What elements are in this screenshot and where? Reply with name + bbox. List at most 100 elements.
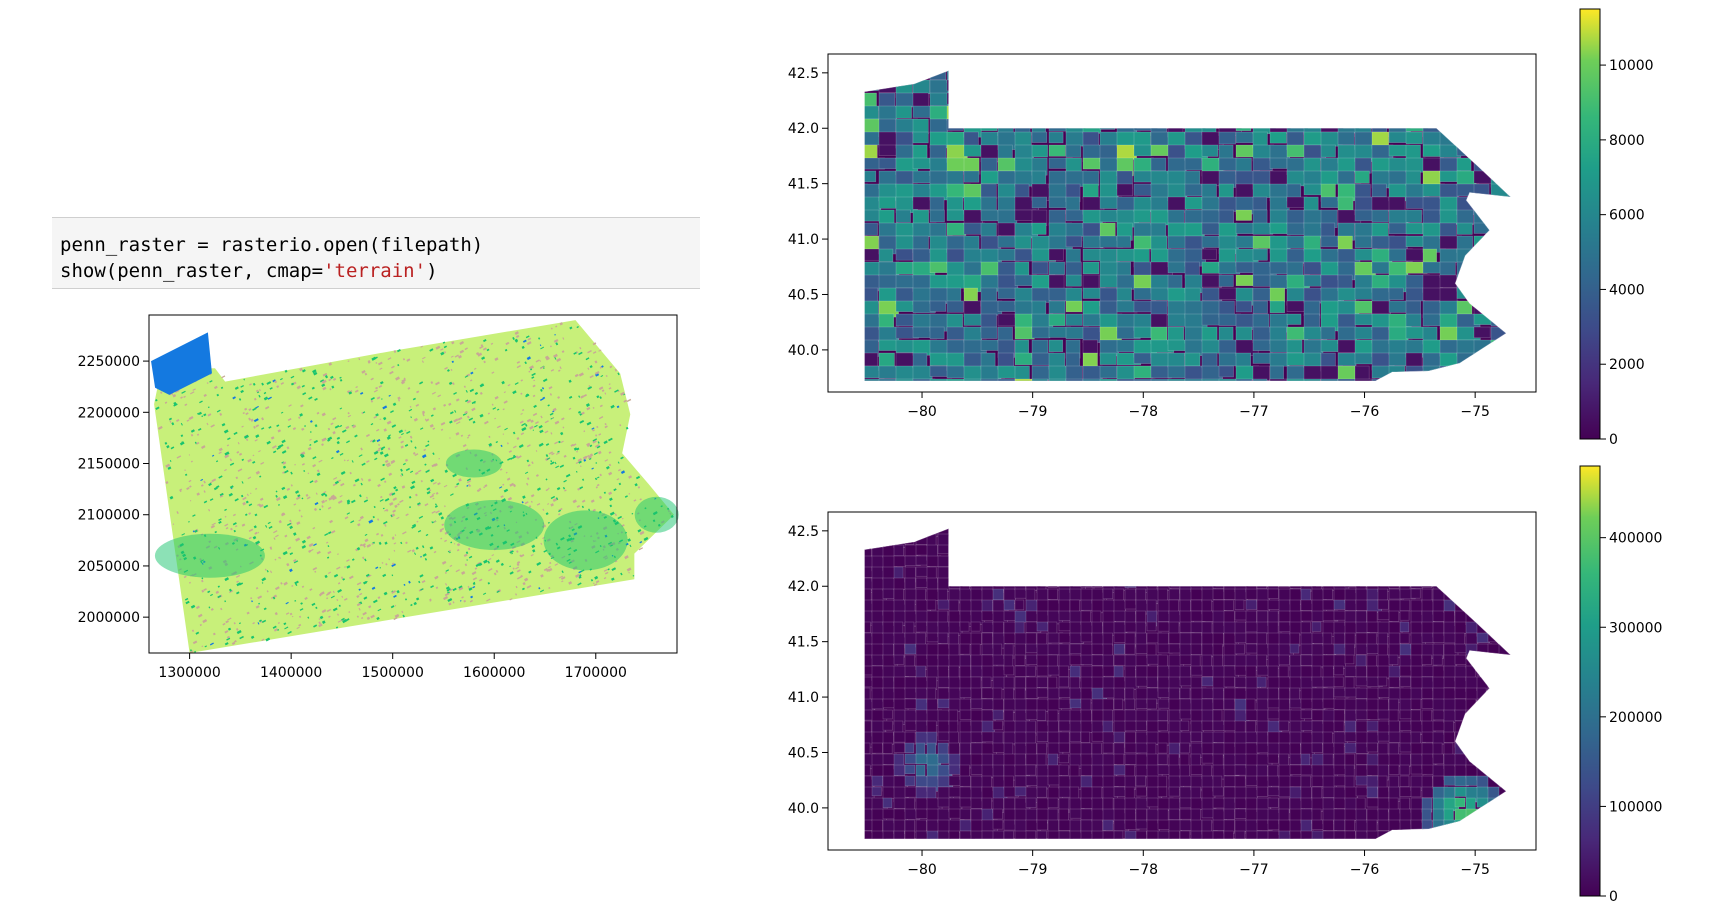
region-cell bbox=[1490, 92, 1511, 108]
region-cell bbox=[1047, 555, 1059, 566]
raster-cell bbox=[385, 563, 388, 566]
raster-cell bbox=[393, 486, 397, 490]
raster-cell bbox=[398, 399, 401, 402]
raster-cell bbox=[558, 369, 561, 372]
region-cell bbox=[1058, 643, 1070, 656]
region-cell bbox=[1223, 654, 1236, 667]
colorbar-tick-label: 300000 bbox=[1609, 620, 1662, 636]
lowland-region bbox=[543, 510, 628, 571]
raster-cell bbox=[373, 505, 376, 509]
raster-cell bbox=[426, 491, 431, 495]
raster-cell bbox=[265, 525, 268, 528]
region-cell bbox=[1378, 842, 1392, 853]
region-cell bbox=[1218, 274, 1234, 287]
region-cell bbox=[971, 842, 983, 853]
raster-cell bbox=[383, 520, 388, 525]
region-cell bbox=[948, 528, 964, 535]
region-cell bbox=[1509, 632, 1511, 648]
region-cell bbox=[980, 196, 997, 213]
raster-cell bbox=[331, 496, 337, 501]
raster-cell bbox=[388, 394, 391, 397]
raster-cell bbox=[356, 615, 359, 618]
raster-cell bbox=[335, 449, 340, 454]
raster-cell bbox=[330, 375, 334, 380]
region-cell bbox=[1269, 105, 1294, 122]
region-cell bbox=[1124, 555, 1138, 566]
region-cell bbox=[1354, 105, 1378, 123]
raster-cell bbox=[472, 577, 478, 581]
colorbar-tick-label: 0 bbox=[1609, 432, 1618, 448]
raster-cell bbox=[375, 413, 379, 417]
region-cell bbox=[828, 567, 837, 578]
region-cell bbox=[1099, 261, 1120, 276]
region-cell bbox=[1498, 687, 1511, 702]
raster-cell bbox=[391, 365, 395, 369]
region-cell bbox=[1048, 378, 1073, 381]
region-cell bbox=[1091, 544, 1107, 561]
region-cell bbox=[1367, 842, 1376, 856]
code-cell[interactable]: penn_raster = rasterio.open(filepath) sh… bbox=[52, 217, 700, 289]
raster-cell bbox=[235, 628, 239, 631]
raster-cell bbox=[599, 366, 603, 369]
raster-cell bbox=[432, 497, 435, 500]
region-cell bbox=[1476, 555, 1487, 572]
region-cell bbox=[839, 798, 851, 813]
raster-cell bbox=[280, 582, 283, 585]
region-cell bbox=[1150, 144, 1171, 157]
raster-cell bbox=[255, 586, 259, 590]
region-cell bbox=[1150, 79, 1172, 99]
region-cell bbox=[1234, 533, 1246, 549]
state-outline bbox=[864, 70, 1512, 382]
raster-cell bbox=[191, 629, 195, 633]
region-cell bbox=[1456, 170, 1477, 186]
region-cell bbox=[926, 786, 937, 800]
region-cell bbox=[845, 353, 863, 365]
raster-cell bbox=[495, 569, 499, 573]
region-cell bbox=[895, 70, 914, 84]
region-cell bbox=[1422, 79, 1447, 91]
raster-cell bbox=[266, 440, 271, 445]
raster-cell bbox=[471, 571, 477, 575]
region-cell bbox=[1521, 600, 1534, 609]
region-cell bbox=[1320, 326, 1336, 340]
raster-cell bbox=[419, 574, 424, 578]
region-cell bbox=[1048, 144, 1066, 157]
region-cell bbox=[930, 54, 945, 65]
raster-cell bbox=[396, 516, 400, 520]
raster-cell bbox=[342, 578, 346, 581]
region-cell bbox=[1443, 775, 1457, 786]
region-cell bbox=[1125, 512, 1136, 524]
region-cell bbox=[1443, 610, 1455, 624]
region-cell bbox=[1443, 687, 1456, 700]
region-cell bbox=[828, 275, 847, 286]
region-cell bbox=[1190, 808, 1201, 822]
region-cell bbox=[1031, 222, 1047, 235]
region-cell bbox=[1287, 54, 1306, 67]
region-cell bbox=[1399, 632, 1410, 644]
region-cell bbox=[1113, 687, 1125, 701]
region-cell bbox=[1113, 742, 1125, 755]
region-cell bbox=[1082, 183, 1099, 199]
region-cell bbox=[828, 340, 847, 358]
raster-cell bbox=[306, 496, 311, 500]
region-cell bbox=[1080, 544, 1094, 555]
region-cell bbox=[882, 830, 895, 839]
region-cell bbox=[1322, 819, 1334, 831]
raster-cell bbox=[189, 485, 192, 488]
region-cell bbox=[1003, 599, 1015, 611]
region-cell bbox=[981, 599, 994, 613]
region-cell bbox=[1113, 555, 1126, 567]
raster-cell bbox=[234, 386, 239, 390]
raster-cell bbox=[361, 617, 364, 620]
raster-cell bbox=[312, 526, 316, 530]
region-cell bbox=[893, 544, 904, 557]
region-cell bbox=[1245, 610, 1257, 623]
region-cell bbox=[1167, 79, 1183, 96]
raster-cell bbox=[364, 372, 368, 376]
region-cell bbox=[839, 688, 850, 698]
region-cell bbox=[1102, 742, 1114, 754]
region-cell bbox=[895, 144, 914, 160]
raster-cell bbox=[450, 541, 453, 544]
region-cell bbox=[871, 775, 884, 787]
raster-cell bbox=[208, 606, 211, 609]
